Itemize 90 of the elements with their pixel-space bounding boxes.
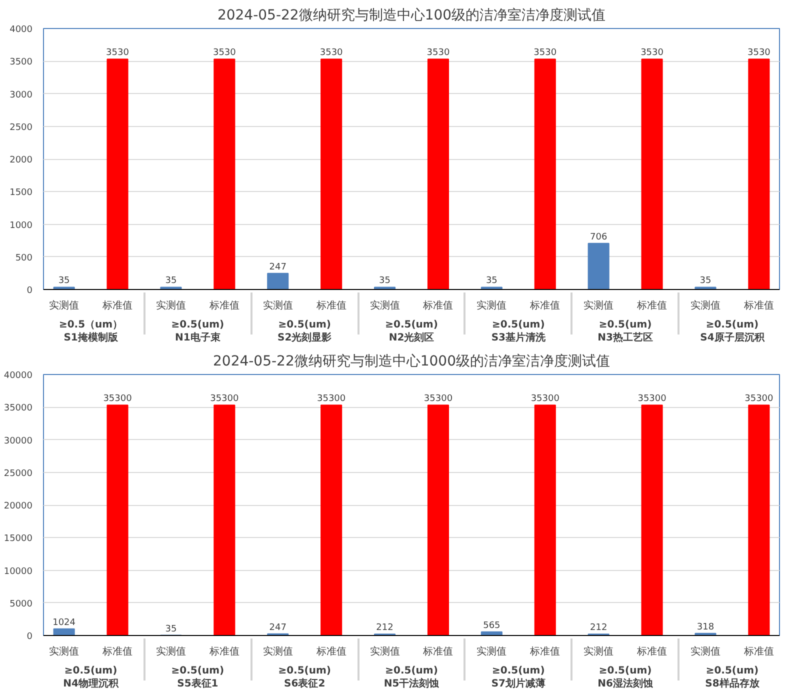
x-tick-label: ≥0.5(um) S4原子层沉积 (700, 320, 766, 344)
y-tick-label: 1000 (10, 220, 33, 231)
x-tick-label: ≥0.5（um） S1掩模制版 (58, 320, 123, 344)
data-label: 3530 (212, 48, 236, 58)
data-label: 3530 (534, 48, 557, 58)
text: 实测值 (370, 300, 400, 312)
text: 标准值 (209, 300, 240, 312)
data-label: 35 (379, 276, 390, 286)
text: 标准值 (102, 646, 133, 658)
text: 实测值 (49, 300, 80, 312)
series-label: 标准值 (636, 300, 668, 312)
x-tick-label: ≥0.5(um) S3基片清洗 (491, 320, 546, 344)
data-label: 565 (483, 620, 500, 631)
series-label: 实测值 (584, 646, 614, 658)
x-tick-label: ≥0.5(um) S6表征2 (278, 666, 331, 690)
x-tick-label: ≥0.5(um) N5干法刻蚀 (384, 666, 440, 690)
y-tick-label: 25000 (4, 468, 33, 479)
y-tick-label: 4000 (10, 25, 33, 35)
x-tick-label: ≥0.5(um) S5表征1 (171, 666, 224, 690)
y-tick-label: 0 (26, 632, 33, 642)
data-label: 35 (165, 624, 177, 634)
y-tick-label: 30000 (4, 436, 33, 446)
x-tick-label: ≥0.5(um) N1电子束 (171, 320, 224, 344)
text: 标准值 (423, 646, 454, 658)
data-label: 35300 (103, 394, 132, 404)
x-tick-label: ≥0.5(um) N2光刻区 (385, 320, 438, 344)
text: 实测值 (49, 646, 80, 658)
text: 实测值 (476, 300, 507, 312)
y-tick-label: 2500 (10, 122, 33, 133)
chart-title: 2024-05-22微纳研究与制造中心1000级的洁净室洁净度测试值 (213, 354, 610, 370)
x-tick-label: ≥0.5(um) N4物理沉积 (63, 666, 120, 690)
y-tick-label: 40000 (4, 371, 33, 381)
text: 标准值 (316, 646, 346, 658)
data-label: 35 (165, 276, 177, 286)
text: 实测值 (156, 646, 186, 658)
data-label: 212 (376, 623, 394, 634)
text: 实测值 (690, 646, 720, 658)
y-tick-label: 3500 (10, 58, 33, 68)
data-label: 35300 (530, 394, 560, 404)
text: 实测值 (156, 300, 186, 312)
text: 标准值 (744, 646, 774, 658)
y-tick-label: 0 (26, 286, 33, 296)
chart-title: 2024-05-22微纳研究与制造中心100级的洁净室洁净度测试值 (217, 8, 606, 24)
data-label: 318 (696, 622, 714, 632)
x-tick-label: ≥0.5(um) S8样品存放 (705, 666, 760, 690)
data-label: 3530 (426, 48, 450, 58)
data-label: 3530 (106, 48, 130, 58)
x-tick-label: ≥0.5(um) S2光刻显影 (278, 320, 332, 344)
y-tick-label: 500 (15, 253, 33, 264)
y-tick-label: 5000 (10, 599, 33, 610)
x-tick-label: ≥0.5(um) S7划片减薄 (491, 666, 546, 690)
data-label: 35 (486, 276, 498, 286)
text: 标准值 (530, 646, 560, 658)
series-label: 实测值 (584, 300, 614, 312)
y-tick-label: 3000 (10, 90, 33, 100)
y-tick-label: 35000 (4, 404, 33, 414)
data-label: 3530 (320, 48, 344, 58)
data-label: 35300 (744, 394, 774, 404)
text: 实测值 (690, 300, 720, 312)
text: 实测值 (262, 646, 293, 658)
text: 实测值 (262, 300, 293, 312)
series-label: 标准值 (636, 646, 668, 658)
data-label: 35300 (317, 394, 346, 404)
y-tick-label: 15000 (4, 534, 33, 544)
data-label: 247 (269, 622, 286, 633)
data-label: 706 (590, 232, 608, 242)
x-tick-label: ≥0.5(um) N3热工艺区 (598, 320, 653, 344)
text: 标准值 (530, 300, 560, 312)
data-label: 35 (700, 276, 712, 286)
y-tick-label: 1500 (10, 188, 33, 198)
text: 标准值 (423, 300, 454, 312)
y-tick-label: 10000 (4, 566, 33, 577)
data-label: 35300 (638, 394, 667, 404)
data-label: 35 (58, 276, 70, 286)
y-tick-label: 20000 (4, 502, 33, 512)
text: 标准值 (316, 300, 346, 312)
x-tick-label: ≥0.5(um) N6湿法刻蚀 (598, 666, 653, 690)
data-label: 3530 (640, 48, 664, 58)
data-label: 35300 (424, 394, 453, 404)
data-label: 212 (590, 623, 608, 634)
text: 标准值 (744, 300, 774, 312)
text: 标准值 (209, 646, 240, 658)
data-label: 247 (269, 262, 286, 272)
text: 实测值 (370, 646, 400, 658)
text: 标准值 (102, 300, 133, 312)
data-label: 3530 (747, 48, 771, 58)
data-label: 35300 (210, 394, 240, 404)
y-tick-label: 2000 (10, 156, 33, 166)
data-label: 1024 (52, 618, 76, 628)
text: 实测值 (476, 646, 507, 658)
